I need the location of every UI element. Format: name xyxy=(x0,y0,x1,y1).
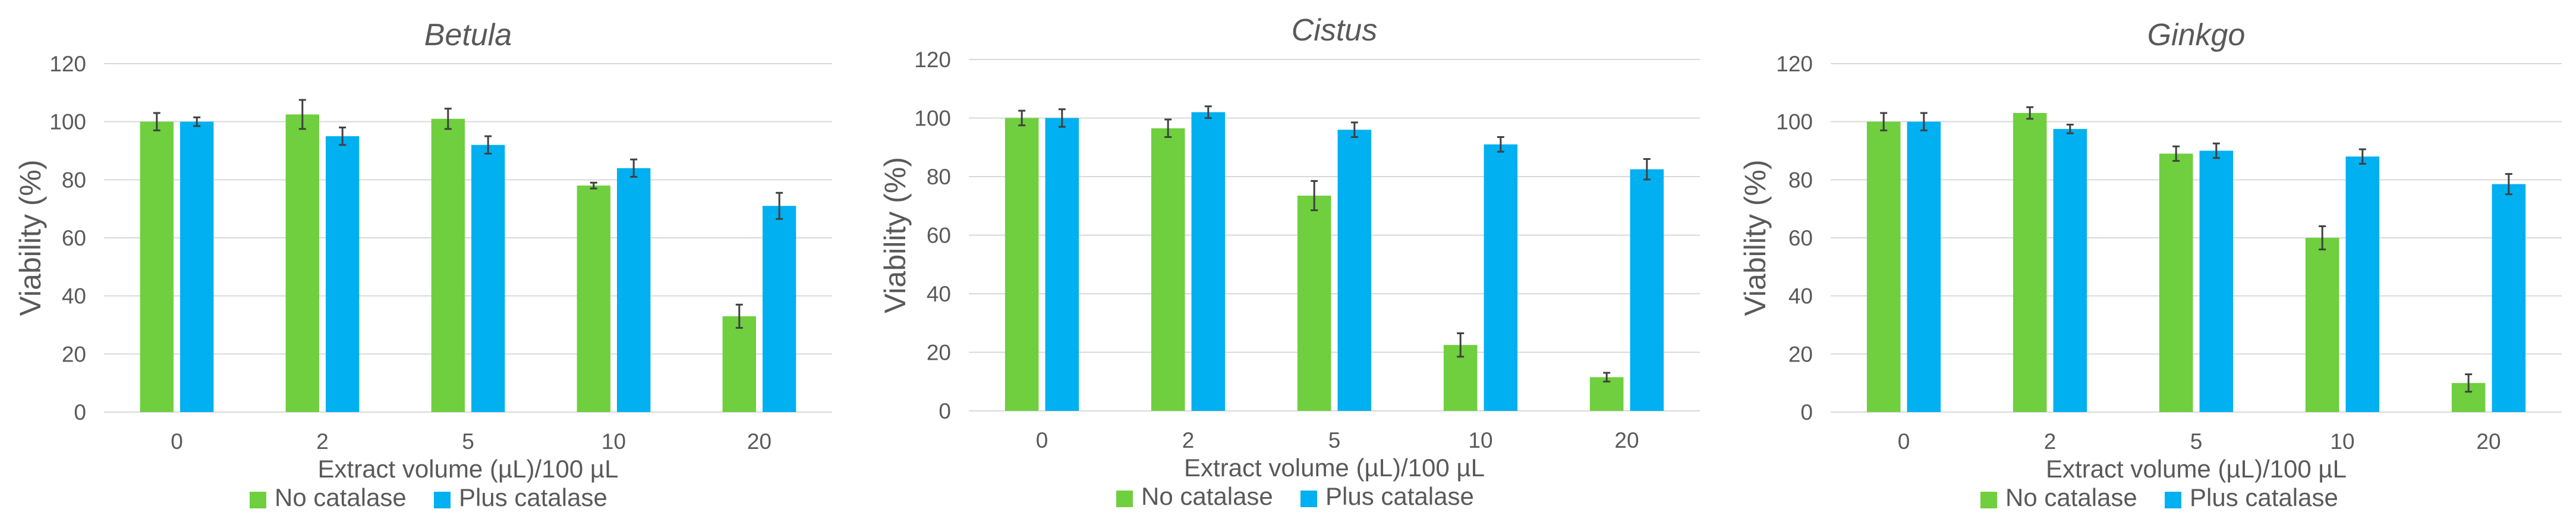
chart-1-legend-swatch-no-catalase xyxy=(250,492,266,508)
chart-3-y-tick-label: 60 xyxy=(1788,226,1813,250)
chart-2-y-tick-label: 100 xyxy=(914,106,951,131)
chart-2-legend-swatch-plus-catalase xyxy=(1300,491,1317,507)
chart-1-y-tick-label: 80 xyxy=(62,168,86,192)
chart-1-legend-label-no-catalase: No catalase xyxy=(275,483,407,511)
chart-2-legend-label-plus-catalase: Plus catalase xyxy=(1325,482,1474,510)
chart-1-bar-no-catalase xyxy=(722,316,756,412)
chart-2-bar-no-catalase xyxy=(1297,196,1331,411)
chart-2-bar-plus-catalase xyxy=(1191,112,1226,411)
chart-2-title: Cistus xyxy=(1292,13,1377,48)
chart-3-y-tick-label: 80 xyxy=(1788,168,1813,192)
chart-3-bar-plus-catalase xyxy=(2345,156,2380,412)
chart-2-legend-swatch-no-catalase xyxy=(1116,491,1133,507)
chart-3-bar-no-catalase xyxy=(2305,238,2339,412)
chart-3-bar-plus-catalase xyxy=(2053,128,2087,412)
chart-3-y-tick-label: 40 xyxy=(1788,284,1813,309)
chart-2-x-tick-label: 20 xyxy=(1614,428,1639,452)
chart-1-x-axis-label: Extract volume (µL)/100 µL xyxy=(318,455,619,483)
chart-1-bar-no-catalase xyxy=(140,121,174,412)
chart-1-bar-plus-catalase xyxy=(617,168,651,412)
chart-3-y-tick-label: 0 xyxy=(1800,400,1813,425)
chart-2-bar-no-catalase xyxy=(1589,377,1624,411)
chart-1-x-tick-label: 10 xyxy=(602,429,626,454)
chart-2-legend-label-no-catalase: No catalase xyxy=(1141,482,1273,510)
chart-1-bar-plus-catalase xyxy=(471,144,505,412)
chart-2-bar-no-catalase xyxy=(1151,128,1185,411)
chart-3-bar-no-catalase xyxy=(2013,113,2047,412)
chart-2-y-tick-label: 60 xyxy=(927,224,951,248)
chart-1-bar-plus-catalase xyxy=(763,206,796,412)
chart-3-title: Ginkgo xyxy=(2147,18,2246,52)
chart-1-y-axis-label: Viability (%) xyxy=(14,159,47,316)
chart-2-y-tick-label: 80 xyxy=(927,165,951,189)
chart-2-x-tick-label: 2 xyxy=(1182,428,1195,452)
chart-1-bar-no-catalase xyxy=(577,186,610,412)
chart-3-x-axis-label: Extract volume (µL)/100 µL xyxy=(2046,455,2347,483)
chart-3-y-tick-label: 20 xyxy=(1788,342,1813,366)
chart-1-legend-label-plus-catalase: Plus catalase xyxy=(459,483,607,511)
chart-3-legend-label-plus-catalase: Plus catalase xyxy=(2190,483,2338,511)
chart-2-x-axis-label: Extract volume (µL)/100 µL xyxy=(1184,454,1485,482)
chart-2-y-tick-label: 120 xyxy=(914,48,951,72)
chart-3-legend-label-no-catalase: No catalase xyxy=(2005,483,2137,511)
chart-1-y-tick-label: 100 xyxy=(49,110,86,134)
chart-2-bar-plus-catalase xyxy=(1630,169,1664,411)
chart-2-x-tick-label: 0 xyxy=(1036,428,1048,452)
chart-3-x-tick-label: 2 xyxy=(2044,429,2057,454)
chart-3-x-tick-label: 20 xyxy=(2476,429,2501,454)
chart-3-bar-no-catalase xyxy=(2159,153,2193,412)
chart-2-bar-plus-catalase xyxy=(1045,118,1079,411)
chart-1-bar-no-catalase xyxy=(431,118,465,413)
chart-3-x-tick-label: 0 xyxy=(1898,429,1910,454)
chart-1-x-tick-label: 5 xyxy=(462,429,474,454)
chart-3-y-tick-label: 120 xyxy=(1776,52,1813,76)
chart-1-y-tick-label: 40 xyxy=(62,284,86,309)
chart-1-x-tick-label: 20 xyxy=(747,429,771,454)
chart-3-x-tick-label: 10 xyxy=(2330,429,2354,454)
chart-3-x-tick-label: 5 xyxy=(2190,429,2203,454)
chart-2-x-tick-label: 10 xyxy=(1468,428,1492,452)
chart-3-bar-plus-catalase xyxy=(1907,121,1941,412)
chart-2-bar-no-catalase xyxy=(1004,118,1039,411)
chart-1-bar-no-catalase xyxy=(285,114,319,413)
chart-1-y-tick-label: 20 xyxy=(62,342,86,366)
chart-2-x-tick-label: 5 xyxy=(1328,428,1341,452)
chart-1-x-tick-label: 2 xyxy=(316,429,329,454)
chart-3-legend-swatch-no-catalase xyxy=(1980,492,1997,508)
chart-3-legend-swatch-plus-catalase xyxy=(2165,492,2181,508)
chart-3-bar-plus-catalase xyxy=(2199,150,2234,412)
chart-1-legend-swatch-plus-catalase xyxy=(434,492,451,508)
chart-3-bar-plus-catalase xyxy=(2492,184,2526,412)
chart-3-y-axis-label: Viability (%) xyxy=(1739,159,1772,316)
chart-2-bar-plus-catalase xyxy=(1337,130,1372,411)
chart-1-x-tick-label: 0 xyxy=(171,429,183,454)
chart-2-y-tick-label: 0 xyxy=(939,399,951,423)
chart-3-bar-no-catalase xyxy=(1866,121,1901,412)
chart-2-y-tick-label: 20 xyxy=(927,341,951,365)
chart-3-y-tick-label: 100 xyxy=(1776,110,1813,134)
chart-1-bar-plus-catalase xyxy=(326,136,360,413)
chart-1-bar-plus-catalase xyxy=(180,121,214,412)
chart-1-y-tick-label: 120 xyxy=(49,52,86,76)
chart-2-y-tick-label: 40 xyxy=(927,282,951,306)
chart-2-y-axis-label: Viability (%) xyxy=(878,157,912,313)
chart-1-y-tick-label: 0 xyxy=(74,400,86,425)
chart-1-title: Betula xyxy=(424,18,512,52)
chart-2-bar-plus-catalase xyxy=(1484,144,1518,411)
chart-1-y-tick-label: 60 xyxy=(62,226,86,250)
